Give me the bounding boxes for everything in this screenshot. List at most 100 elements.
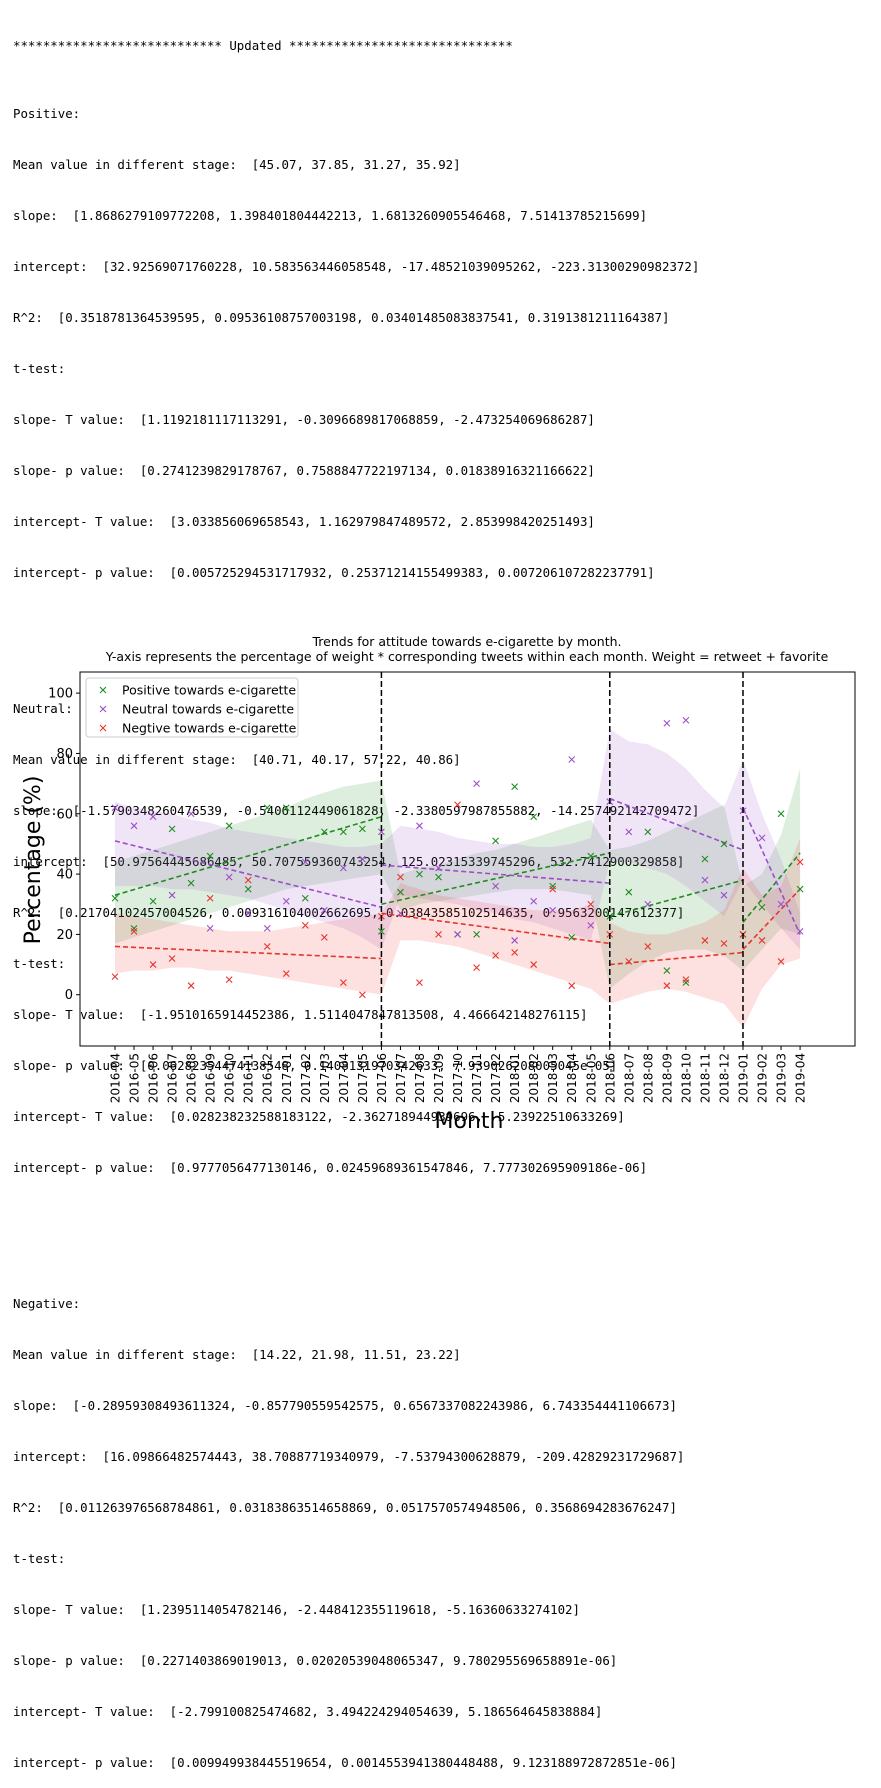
data-point: [796, 927, 804, 935]
positive-intercept-p: intercept- p value: [0.00572529453171793…: [13, 565, 655, 580]
data-point: [397, 909, 404, 917]
marker-stroke: [244, 885, 252, 893]
marker-stroke: [339, 828, 347, 836]
data-point: [225, 873, 233, 881]
legend-marker: [99, 686, 107, 694]
data-point: [397, 873, 404, 881]
marker-stroke: [397, 873, 404, 881]
data-point: [301, 858, 309, 866]
marker-stroke: [187, 810, 195, 818]
marker-stroke: [225, 873, 233, 881]
marker-stroke: [625, 888, 633, 896]
marker-stroke: [530, 961, 538, 968]
marker-stroke: [777, 810, 785, 818]
data-point: [511, 949, 519, 956]
data-point: [206, 852, 214, 860]
positive-slope-t: slope- T value: [1.1192181117113291, -0.…: [13, 412, 595, 427]
data-point: [625, 958, 633, 965]
y-tick-label: 20: [56, 928, 73, 943]
data-point: [339, 979, 347, 987]
x-tick-label: 2018-08: [641, 1053, 655, 1103]
x-tick-label: 2019-04: [794, 1053, 808, 1103]
x-tick-label: 2018-01: [508, 1053, 522, 1103]
data-point: [320, 906, 328, 914]
marker-stroke: [454, 931, 461, 938]
x-tick-label: 2017-12: [489, 1053, 503, 1103]
negative-intercept: intercept: [16.09866482574443, 38.708877…: [13, 1449, 685, 1464]
data-point: [416, 822, 423, 830]
data-point: [549, 906, 557, 914]
marker-stroke: [225, 976, 233, 984]
data-point: [758, 834, 766, 842]
data-point: [359, 825, 366, 833]
data-point: [511, 937, 519, 944]
x-tick-label: 2017-11: [470, 1053, 484, 1103]
trend-line-0-3: [742, 852, 801, 923]
marker-stroke: [339, 979, 347, 987]
data-point: [282, 897, 290, 905]
data-points: [111, 716, 804, 999]
marker-stroke: [473, 964, 480, 971]
data-point: [644, 900, 652, 908]
negative-slope-p: slope- p value: [0.2271403869019013, 0.0…: [13, 1653, 618, 1668]
legend-label: Negtive towards e-cigarette: [122, 721, 297, 736]
chart-title: Trends for attitude towards e-cigarette …: [312, 634, 622, 649]
y-axis: 0 20 40 60 80 100: [48, 687, 80, 1003]
marker-stroke: [663, 719, 671, 727]
marker-stroke: [625, 958, 633, 965]
data-point: [511, 783, 519, 791]
marker-stroke: [473, 931, 480, 938]
marker-stroke: [435, 931, 442, 938]
marker-stroke: [682, 716, 690, 724]
marker-stroke: [587, 921, 595, 929]
marker-stroke: [720, 891, 728, 899]
trend-line-2-2: [609, 951, 744, 966]
x-tick-label: 2018-03: [546, 1053, 560, 1103]
marker-stroke: [130, 924, 138, 932]
marker-stroke: [777, 900, 785, 908]
marker-stroke: [263, 924, 271, 932]
data-point: [587, 852, 595, 860]
data-point: [416, 979, 423, 987]
data-point: [168, 955, 176, 962]
marker-stroke: [796, 858, 804, 866]
legend-label: Positive towards e-cigarette: [122, 683, 296, 698]
stage-boundary-lines: [380, 672, 744, 1046]
data-point: [454, 801, 461, 809]
data-point: [454, 931, 461, 938]
data-point: [568, 756, 576, 763]
data-point: [111, 894, 119, 902]
x-tick-label: 2017-06: [375, 1053, 389, 1103]
negative-slope-t: slope- T value: [1.2395114054782146, -2.…: [13, 1602, 580, 1617]
data-point: [359, 991, 366, 999]
positive-slope-p: slope- p value: [0.2741239829178767, 0.7…: [13, 463, 595, 478]
confidence-band-2-2: [609, 868, 743, 1028]
marker-stroke: [587, 852, 595, 860]
data-point: [206, 894, 214, 902]
marker-stroke: [225, 822, 233, 830]
legend-marker: [99, 705, 107, 713]
data-point: [225, 822, 233, 830]
data-point: [587, 900, 595, 908]
data-point: [339, 864, 347, 872]
data-point: [644, 943, 652, 950]
marker-stroke: [416, 979, 423, 987]
marker-stroke: [435, 873, 442, 881]
plot-frame: [79, 671, 856, 1047]
x-tick-label: 2018-05: [584, 1053, 598, 1103]
neutral-mean: Mean value in different stage: [40.71, 4…: [13, 752, 461, 767]
negative-intercept-t: intercept- T value: [-2.799100825474682,…: [13, 1704, 603, 1719]
marker-stroke: [378, 828, 385, 836]
neutral-intercept-p: intercept- p value: [0.9777056477130146,…: [13, 1160, 648, 1175]
marker-stroke: [263, 804, 271, 812]
marker-stroke: [416, 870, 423, 878]
x-tick-label: 2017-10: [451, 1053, 465, 1103]
data-point: [530, 897, 538, 905]
trend-line-0-1: [381, 852, 610, 906]
x-tick-label: 2018-02: [527, 1053, 541, 1103]
data-point: [111, 804, 119, 812]
data-point: [777, 810, 785, 818]
y-axis-label: Percentage (%): [21, 776, 46, 945]
marker-stroke: [492, 837, 499, 845]
marker-stroke: [397, 888, 404, 896]
